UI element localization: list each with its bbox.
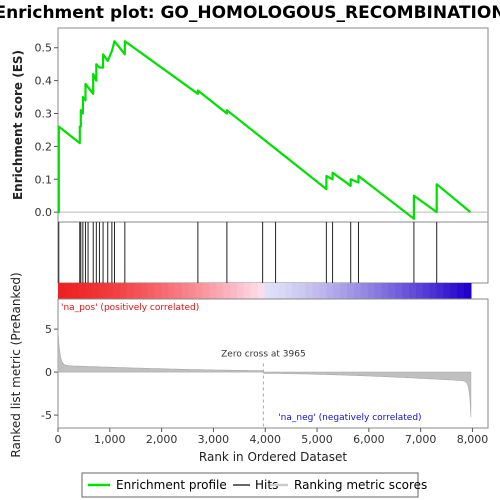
rank-bar-segment (278, 283, 286, 299)
rank-bar-segment (271, 283, 279, 299)
es-ytick-label: 0.5 (35, 42, 53, 55)
rank-bar-segment (140, 283, 149, 299)
legend: Enrichment profile Hits Ranking metric s… (81, 472, 427, 498)
es-ytick-label: 0.4 (35, 75, 53, 88)
rank-bar-segment (285, 283, 293, 299)
rank-bar-segment (381, 283, 389, 299)
rank-bar-segment (223, 283, 231, 299)
positive-label: 'na_pos' (positively correlated) (61, 303, 199, 313)
metric-axis-label: Ranked list metric (PreRanked) (9, 272, 23, 457)
rank-bar-segment (126, 283, 135, 299)
metric-ytick-label: 5 (45, 323, 52, 336)
rank-bar-segment (161, 283, 169, 299)
rank-bar-segment (174, 283, 183, 299)
es-ytick-label: 0.0 (35, 206, 53, 219)
rank-bar-segment (347, 283, 355, 299)
es-ytick-label: 0.1 (35, 173, 53, 186)
metric-ytick-label: 0 (45, 366, 52, 379)
rank-bar-segment (236, 283, 245, 299)
es-ytick-label: 0.2 (35, 140, 53, 153)
rank-bar-segment (326, 283, 334, 299)
es-panel (57, 27, 489, 223)
rank-bar-segment (216, 283, 224, 299)
rank-bar-segment (450, 283, 458, 299)
rank-bar-segment (305, 283, 314, 299)
rank-bar-segment (147, 283, 155, 299)
x-tick-label: 3,000 (198, 433, 230, 446)
ranking-metric-area (57, 329, 472, 418)
rank-bar-segment (360, 283, 369, 299)
rank-bar-segment (250, 283, 259, 299)
rank-bar-segment (106, 283, 114, 299)
rank-bar-segment (388, 283, 396, 299)
ranking-metric-panel (57, 298, 489, 429)
rank-bar-segment (257, 283, 266, 299)
rank-bar-segment (333, 283, 341, 299)
rank-bar-segment (436, 283, 444, 299)
metric-ytick-label: -5 (41, 409, 52, 422)
x-tick-label: 8,000 (457, 433, 489, 446)
legend-hits: Hits (255, 478, 278, 492)
x-tick-label: 1,000 (94, 433, 126, 446)
rank-bar-segment (64, 283, 73, 299)
rank-bar-segment (71, 283, 80, 299)
chart-title: Enrichment plot: GO_HOMOLOGOUS_RECOMBINA… (0, 3, 500, 23)
rank-bar-segment (195, 283, 204, 299)
es-axis-label: Enrichment score (ES) (11, 50, 25, 200)
x-tick-label: 4,000 (249, 433, 281, 446)
rank-bar-segment (78, 283, 87, 299)
rank-bar-segment (443, 283, 451, 299)
rank-bar-segment (422, 283, 431, 299)
zero-cross-label: Zero cross at 3965 (221, 350, 306, 360)
legend-metric: Ranking metric scores (294, 478, 427, 492)
rank-bar-segment (92, 283, 100, 299)
rank-bar-segment (168, 283, 176, 299)
es-ytick-label: 0.3 (35, 107, 53, 120)
x-tick-label: 0 (55, 433, 62, 446)
rank-bar-segment (230, 283, 238, 299)
rank-bar-segment (415, 283, 424, 299)
rank-bar-segment (181, 283, 190, 299)
rank-bar-segment (188, 283, 197, 299)
rank-bar-segment (264, 283, 272, 299)
rank-bar-segment (464, 283, 472, 299)
rank-bar-segment (395, 283, 403, 299)
negative-label: 'na_neg' (negatively correlated) (278, 413, 421, 423)
rank-bar-segment (298, 283, 307, 299)
rank-bar-segment (113, 283, 121, 299)
x-tick-label: 5,000 (301, 433, 333, 446)
rank-bar-segment (202, 283, 210, 299)
rank-bar-segment (85, 283, 94, 299)
rank-bar-segment (291, 283, 300, 299)
rank-bar-segment (402, 283, 410, 299)
hits-panel (57, 221, 489, 284)
rank-bar-segment (374, 283, 383, 299)
rank-bar-segment (58, 283, 66, 299)
rank-bar-segment (312, 283, 321, 299)
rank-bar-segment (119, 283, 128, 299)
rank-bar-segment (408, 283, 417, 299)
rank-bar-segment (99, 283, 107, 299)
rank-bar-segment (133, 283, 142, 299)
legend-enrichment: Enrichment profile (116, 478, 227, 492)
x-tick-label: 2,000 (146, 433, 178, 446)
rank-bar-segment (209, 283, 217, 299)
ranking-color-bar (58, 283, 472, 299)
rank-bar-segment (319, 283, 327, 299)
rank-bar-segment (353, 283, 362, 299)
rank-bar-segment (243, 283, 252, 299)
rank-bar-segment (457, 283, 465, 299)
x-axis-label: Rank in Ordered Dataset (199, 450, 347, 464)
x-tick-label: 6,000 (353, 433, 385, 446)
rank-bar-segment (340, 283, 348, 299)
rank-bar-segment (154, 283, 162, 299)
rank-bar-segment (367, 283, 376, 299)
x-tick-label: 7,000 (405, 433, 437, 446)
hit-marks (58, 222, 438, 283)
enrichment-profile-line (57, 40, 472, 220)
rank-bar-segment (429, 283, 438, 299)
